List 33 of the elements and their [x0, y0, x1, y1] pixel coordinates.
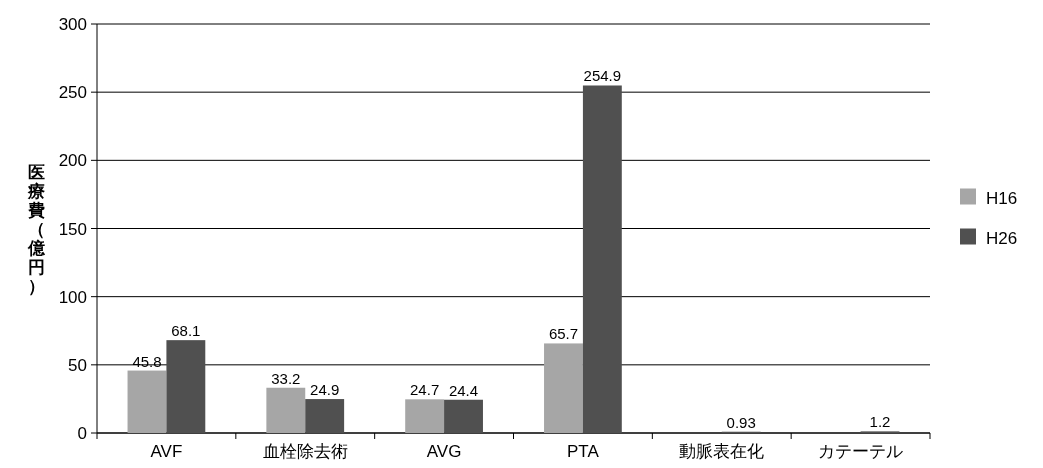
- y-tick-label: 150: [58, 219, 87, 239]
- bar: [166, 340, 206, 433]
- data-label: 254.9: [583, 67, 622, 85]
- x-tick-label: 血栓除去術: [262, 442, 348, 461]
- bar: [544, 343, 583, 433]
- data-label: 0.93: [726, 413, 756, 431]
- y-tick-label: 300: [58, 15, 87, 34]
- x-tick-label: AVF: [150, 442, 183, 461]
- data-label: 24.9: [310, 381, 340, 399]
- x-tick-label: カテーテル: [818, 442, 904, 461]
- data-label: 65.7: [548, 325, 579, 343]
- y-tick-label: 250: [58, 83, 87, 103]
- y-tick-label: 0: [77, 424, 87, 443]
- bar: [127, 370, 167, 433]
- bar: [444, 399, 483, 433]
- y-tick-label: 50: [68, 355, 87, 375]
- legend-label: H26: [986, 228, 1018, 248]
- y-axis-title: 医療費（億円）: [26, 162, 46, 296]
- data-label: 68.1: [171, 322, 201, 340]
- x-tick-label: AVG: [426, 442, 462, 461]
- data-label: 24.7: [410, 381, 440, 399]
- x-tick-label: 動脈表在化: [679, 442, 765, 461]
- y-tick-label: 100: [58, 287, 87, 307]
- bar: [305, 399, 345, 433]
- bar: [405, 399, 445, 433]
- legend-label: H16: [986, 188, 1018, 208]
- bar: [582, 85, 622, 433]
- data-label: 33.2: [271, 369, 301, 387]
- bar: [266, 387, 306, 433]
- data-label: 1.2: [869, 413, 891, 431]
- data-label: 24.4: [448, 381, 479, 399]
- y-tick-label: 200: [58, 151, 87, 171]
- x-tick-label: PTA: [567, 442, 600, 461]
